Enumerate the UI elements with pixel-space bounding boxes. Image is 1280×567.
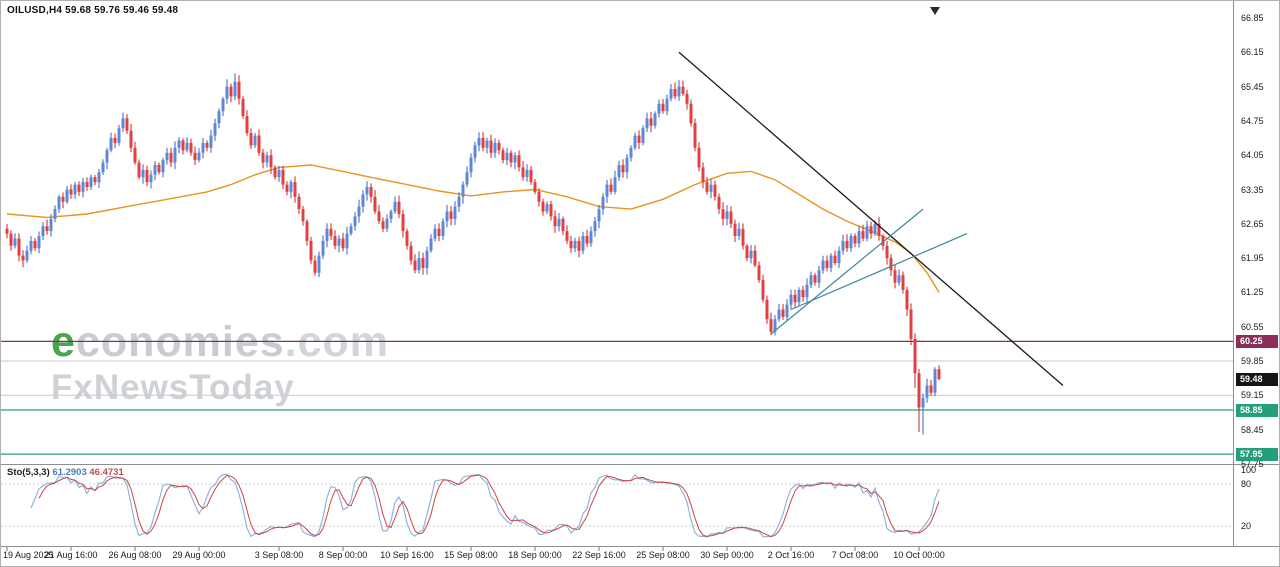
price-level-badge: 57.95 <box>1236 447 1278 461</box>
price-tick-label: 57.75 <box>1241 458 1264 469</box>
indicator-value-main: 61.2903 <box>52 467 87 478</box>
current-price-badge: 59.48 <box>1236 372 1278 386</box>
symbol-ohlc-label: OILUSD,H4 59.68 59.76 59.46 59.48 <box>7 5 179 16</box>
stochastic-tick-label: 20 <box>1241 521 1252 531</box>
time-axis-label: 19 Aug 2025 <box>3 550 54 560</box>
price-tick-label: 66.15 <box>1241 47 1264 58</box>
price-tick-label: 65.45 <box>1241 81 1264 92</box>
time-axis-label: 18 Sep 00:00 <box>508 550 562 560</box>
watermark-subbrand: FxNewsToday <box>51 368 295 407</box>
price-tick-label: 60.55 <box>1241 321 1264 332</box>
time-axis-label: 22 Sep 16:00 <box>572 550 626 560</box>
price-level-badge: 60.25 <box>1236 334 1278 348</box>
indicator-name: Sto(5,3,3) <box>7 467 50 478</box>
time-axis-label: 10 Sep 16:00 <box>380 550 434 560</box>
time-axis-label: 3 Sep 08:00 <box>254 550 304 560</box>
ascending-channel-upper[interactable] <box>770 208 924 335</box>
ascending-channel-lower[interactable] <box>790 233 968 311</box>
descending-trendline[interactable] <box>678 51 1064 386</box>
price-tick-label: 63.35 <box>1241 184 1264 195</box>
indicator-value-signal: 46.4731 <box>89 467 124 478</box>
price-tick-label: 64.05 <box>1241 150 1264 161</box>
price-tick-label: 61.95 <box>1241 253 1264 264</box>
stochastic-main-line <box>30 473 940 538</box>
price-tick-label: 66.85 <box>1241 13 1264 23</box>
time-axis-label: 2 Oct 16:00 <box>767 550 815 560</box>
price-tick-label: 58.45 <box>1241 424 1264 435</box>
time-axis-label: 10 Oct 00:00 <box>893 550 945 560</box>
price-tick-label: 61.25 <box>1241 287 1264 298</box>
time-axis-label: 7 Oct 08:00 <box>831 550 879 560</box>
up-candle-wicks <box>14 73 936 435</box>
price-tick-label: 59.85 <box>1241 356 1264 366</box>
time-axis-label: 30 Sep 00:00 <box>700 550 754 560</box>
time-axis-label: 8 Sep 00:00 <box>318 550 368 560</box>
time-axis-label: 21 Aug 16:00 <box>44 550 98 560</box>
time-axis-label: 29 Aug 00:00 <box>172 550 226 560</box>
price-level-badge: 58.85 <box>1236 403 1278 417</box>
stochastic-tick-label: 80 <box>1241 479 1252 489</box>
price-tick-label: 62.65 <box>1241 218 1264 229</box>
down-candle-wicks <box>6 75 940 432</box>
down-candle-bodies <box>5 81 941 408</box>
up-candle-bodies <box>13 81 937 408</box>
chart-shift-marker[interactable] <box>930 7 940 15</box>
price-scale[interactable]: 66.85 66.15 65.45 64.75 64.05 63.35 62.65 61.95… <box>1234 1 1279 566</box>
time-axis-label: 15 Sep 08:00 <box>444 550 498 560</box>
time-axis-label: 26 Aug 08:00 <box>108 550 162 560</box>
time-axis-label: 25 Sep 08:00 <box>636 550 690 560</box>
time-axis[interactable]: 19 Aug 2025 21 Aug 16:00 26 Aug 08:00 29 Au… <box>1 548 1233 566</box>
price-tick-label: 59.15 <box>1241 390 1264 401</box>
price-tick-label: 64.75 <box>1241 115 1264 126</box>
stochastic-signal-line <box>38 474 940 538</box>
stochastic-tick-label: 100 <box>1241 465 1257 475</box>
stochastic-label: Sto(5,3,3) 61.2903 46.4731 <box>7 467 124 478</box>
